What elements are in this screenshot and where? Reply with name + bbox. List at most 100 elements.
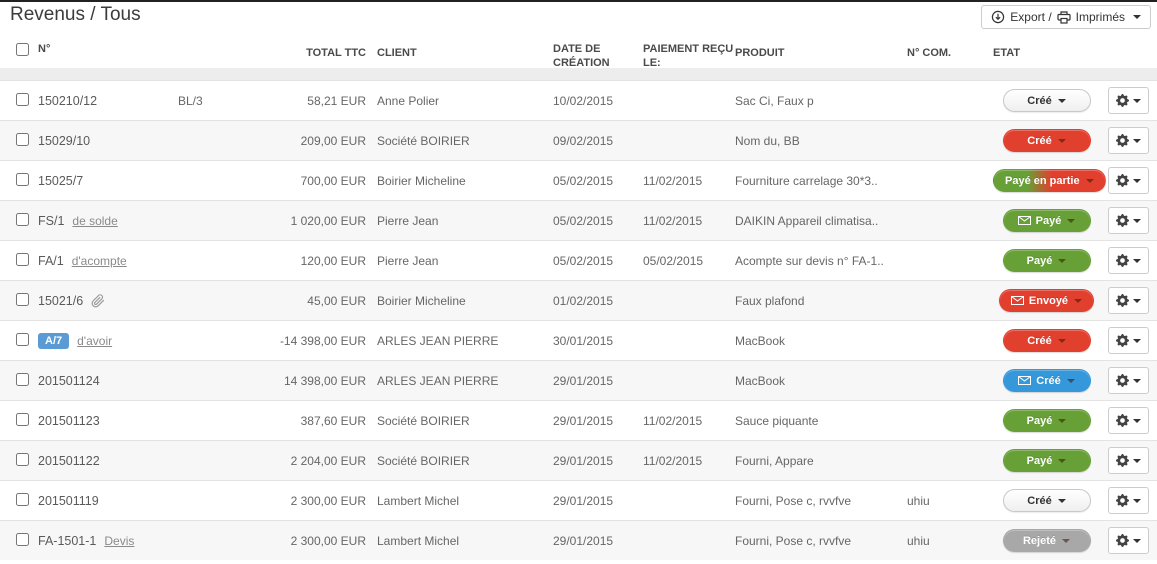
table-row: FS/1 de solde 1 020,00 EUR Pierre Jean 0… [0,200,1157,240]
status-button[interactable]: Payé [1002,249,1091,272]
client-name: Pierre Jean [377,253,439,268]
status-label: Payé [1026,414,1053,427]
row-actions-button[interactable] [1108,327,1149,354]
row-checkbox[interactable] [16,92,29,106]
status-label: Payé [1026,454,1053,467]
row-actions-button[interactable] [1108,487,1149,514]
status-button[interactable]: Créé [1002,329,1091,352]
table-row: 15029/10 209,00 EUR Société BOIRIER 09/0… [0,120,1157,160]
table-row: 201501123 387,60 EUR Société BOIRIER 29/… [0,400,1157,440]
caret-down-icon [1133,538,1141,543]
status-button[interactable]: Créé [1002,369,1091,392]
row-actions-button[interactable] [1108,447,1149,474]
total-ttc-value: 700,00 EUR [300,173,366,188]
status-label: Créé [1027,94,1052,107]
gear-icon [1116,254,1129,267]
caret-down-icon [1057,138,1066,143]
client-name: Lambert Michel [377,493,460,508]
status-label: Créé [1027,334,1052,347]
invoice-number: 201501122 [38,453,100,468]
status-button[interactable]: Créé [1002,89,1091,112]
creation-date: 05/02/2015 [553,213,614,228]
caret-down-icon [1133,498,1141,503]
col-header-num-com: N° COM. [907,47,952,59]
attachment-icon [91,293,105,307]
download-circle-icon [992,10,1005,24]
row-checkbox[interactable] [16,412,29,426]
row-actions-button[interactable] [1108,167,1149,194]
product-summary: Nom du, BB [735,133,800,148]
product-summary: Sac Ci, Faux p [735,93,814,108]
row-checkbox[interactable] [16,212,29,226]
invoice-number: FS/1 [38,213,65,228]
caret-down-icon [1133,378,1141,383]
row-checkbox[interactable] [16,452,29,466]
page-header: Revenus / Tous Export / Imprimés [0,2,1157,34]
invoice-number: 15029/10 [38,133,91,148]
caret-down-icon [1085,178,1094,183]
invoice-type-link[interactable]: de solde [72,213,118,228]
total-ttc-value: 45,00 EUR [307,293,366,308]
order-number: uhiu [907,493,930,508]
row-actions-button[interactable] [1108,287,1149,314]
status-button[interactable]: Rejeté [1002,529,1091,552]
row-actions-button[interactable] [1108,527,1149,554]
status-button[interactable]: Payé [1002,409,1091,432]
payment-date: 11/02/2015 [643,413,703,428]
caret-down-icon [1133,258,1141,263]
caret-down-icon [1133,338,1141,343]
row-checkbox[interactable] [16,332,29,346]
gear-icon [1116,214,1129,227]
invoice-type-link[interactable]: Devis [104,533,135,548]
row-actions-button[interactable] [1108,367,1149,394]
status-button[interactable]: Créé [1002,489,1091,512]
client-name: ARLES JEAN PIERRE [377,333,499,348]
invoice-number: 201501123 [38,413,100,428]
col-header-etat: ETAT [993,47,1021,59]
row-checkbox[interactable] [16,292,29,306]
total-ttc-value: 2 204,00 EUR [290,453,366,468]
status-button[interactable]: Envoyé [998,289,1095,312]
payment-date: 11/02/2015 [643,213,703,228]
select-all-checkbox[interactable] [16,43,29,56]
payment-date: 11/02/2015 [643,173,703,188]
gear-icon [1116,174,1129,187]
row-checkbox[interactable] [16,172,29,186]
envelope-icon [1017,216,1031,225]
table-row: 150210/12 BL/3 58,21 EUR Anne Polier 10/… [0,80,1157,120]
row-actions-button[interactable] [1108,127,1149,154]
product-summary: Fourniture carrelage 30*3.. [735,173,878,188]
client-name: ARLES JEAN PIERRE [377,373,499,388]
order-number: uhiu [907,533,930,548]
row-checkbox[interactable] [16,372,29,386]
status-button[interactable]: Payé [1002,449,1091,472]
status-button[interactable]: Payé [1002,209,1091,232]
table-row: 15021/6 45,00 EUR Boirier Micheline 01/0… [0,280,1157,320]
header-separator-band [0,68,1157,80]
status-label: Créé [1027,134,1052,147]
row-actions-button[interactable] [1108,247,1149,274]
row-checkbox[interactable] [16,532,29,546]
invoice-type-link[interactable]: d'acompte [71,253,127,268]
row-actions-button[interactable] [1108,87,1149,114]
client-name: Anne Polier [377,93,440,108]
status-button[interactable]: Payé en partie [993,169,1106,192]
gear-icon [1116,294,1129,307]
client-name: Société BOIRIER [377,133,470,148]
row-actions-button[interactable] [1108,207,1149,234]
printer-icon [1057,10,1071,24]
col-header-num: N° [38,43,51,55]
status-button[interactable]: Créé [1002,129,1091,152]
invoice-type-link[interactable]: d'avoir [77,333,113,348]
product-summary: Sauce piquante [735,413,819,428]
row-actions-button[interactable] [1108,407,1149,434]
export-imprimes-button[interactable]: Export / Imprimés [981,5,1151,29]
status-label: Envoyé [1028,294,1069,307]
row-checkbox[interactable] [16,492,29,506]
invoices-table: N° TOTAL TTC CLIENT DATE DE CRÉATION PAI… [0,34,1157,560]
table-row: 15025/7 700,00 EUR Boirier Micheline 05/… [0,160,1157,200]
caret-down-icon [1074,298,1083,303]
creation-date: 05/02/2015 [553,253,614,268]
row-checkbox[interactable] [16,132,29,146]
row-checkbox[interactable] [16,252,29,266]
